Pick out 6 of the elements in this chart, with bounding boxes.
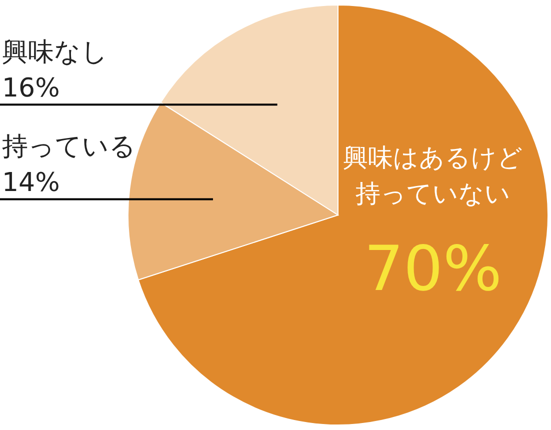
slice-label: 持っている	[2, 132, 136, 162]
slice-label: 興味なし	[2, 38, 108, 68]
data-label: 14%	[2, 168, 60, 198]
slice-label: 興味はあるけど持っていない	[342, 142, 524, 210]
data-label: 16%	[2, 74, 60, 104]
data-label: 70%	[364, 232, 502, 305]
